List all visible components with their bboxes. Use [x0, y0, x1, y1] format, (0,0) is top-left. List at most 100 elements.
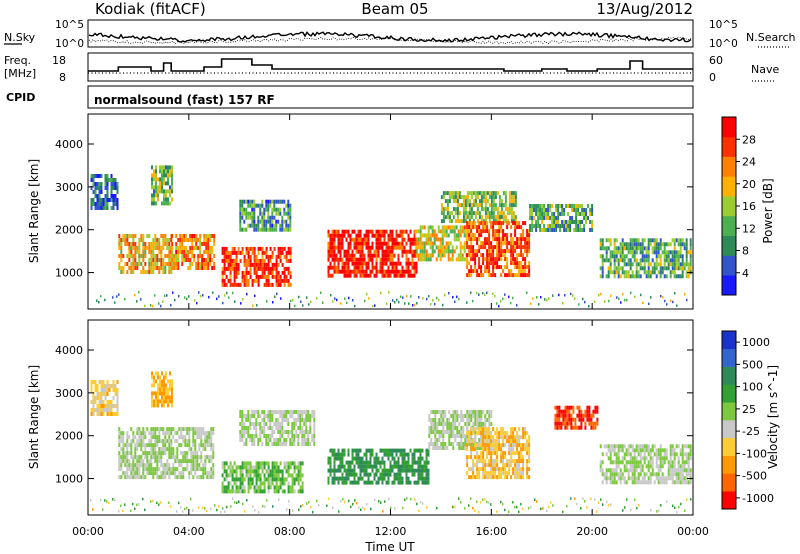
- echo-region: [554, 405, 599, 430]
- nave-label: Nave: [751, 63, 779, 76]
- echo-region: [118, 427, 215, 480]
- velocity-colorbar-label: Velocity [m s^-1]: [766, 365, 780, 469]
- echo-region: [466, 221, 531, 278]
- x-tick-label: 00:00: [72, 525, 104, 538]
- y-tick-label: 2000: [55, 430, 83, 443]
- beam-title: Beam 05: [361, 0, 428, 18]
- colorbar-tick-label: 16: [742, 200, 756, 213]
- nave-right-tick-top: 60: [709, 54, 723, 67]
- echo-region: [221, 246, 292, 287]
- echo-region: [239, 410, 316, 446]
- colorbar-swatch: [722, 455, 736, 474]
- x-tick-label: 08:00: [274, 525, 306, 538]
- echo-region: [151, 165, 173, 206]
- colorbar-tick-label: -25: [742, 425, 760, 438]
- freq-line: [88, 58, 693, 72]
- nave-right-tick-bottom: 0: [709, 71, 716, 84]
- colorbar-tick-label: -1000: [742, 492, 774, 505]
- noise-left-tick-top: 10^5: [55, 19, 84, 31]
- velocity-echoes: [90, 371, 692, 514]
- power-colorbar: 4 8 12 16 20 24 28 Power [dB]: [721, 116, 775, 296]
- noise-left-tick-bottom: 10^0: [55, 38, 84, 50]
- echo-region: [440, 191, 517, 224]
- echo-region: [151, 371, 173, 408]
- y-tick-label: 1000: [55, 473, 83, 486]
- echo-region: [466, 427, 531, 480]
- echo-region: [327, 229, 418, 278]
- y-tick-label: 1000: [55, 267, 83, 280]
- echo-region: [599, 444, 692, 485]
- colorbar-swatch: [722, 275, 736, 296]
- colorbar-swatch: [722, 156, 736, 177]
- echo-region: [221, 461, 304, 494]
- power-echoes: [90, 165, 692, 308]
- colorbar-swatch: [722, 331, 736, 350]
- y-tick-label: 3000: [55, 387, 83, 400]
- colorbar-swatch: [722, 348, 736, 367]
- power-colorbar-label: Power [dB]: [761, 178, 775, 243]
- echo-region: [599, 238, 692, 279]
- near-range-speckle: [90, 497, 692, 514]
- velocity-colorbar: 1000 500 100 25 -25 -100 -500 -1000 Velocity [m…: [721, 330, 780, 510]
- colorbar-tick-label: 100: [742, 381, 763, 394]
- echo-region: [529, 204, 594, 232]
- x-axis-label: Time UT: [364, 540, 415, 554]
- noise-right-tick-top: 10^5: [709, 19, 738, 31]
- noise-sky-line: [88, 31, 692, 43]
- colorbar-swatch: [722, 402, 736, 421]
- colorbar-swatch: [722, 117, 736, 138]
- echo-region: [90, 380, 119, 416]
- x-tick-label: 16:00: [475, 525, 507, 538]
- colorbar-swatch: [722, 437, 736, 456]
- freq-panel: Freq. [MHz] 18 8 60 0 Nave: [4, 52, 779, 84]
- power-axes: 1000 2000 3000 4000: [55, 114, 694, 309]
- x-tick-label: 20:00: [576, 525, 608, 538]
- station-title: Kodiak (fitACF): [95, 0, 206, 18]
- colorbar-tick-label: 20: [742, 178, 756, 191]
- x-tick-label: 00:00: [677, 525, 709, 538]
- colorbar-tick-label: 24: [742, 156, 756, 169]
- x-tick-label: 04:00: [173, 525, 205, 538]
- nsearch-label: N.Search: [746, 31, 796, 44]
- velocity-axes: 00:00 04:00 08:00 12:00 16:00 20:00 00:00 1000 2…: [55, 320, 709, 538]
- colorbar-tick-label: -500: [742, 470, 767, 483]
- cpid-label: CPID: [6, 91, 35, 104]
- echo-region: [415, 225, 468, 262]
- freq-left-tick-top: 18: [52, 54, 66, 67]
- echo-region: [118, 234, 173, 274]
- echo-region: [327, 448, 430, 485]
- colorbar-swatch: [722, 255, 736, 276]
- noise-right-tick-bottom: 10^0: [709, 38, 738, 50]
- colorbar-swatch: [722, 196, 736, 217]
- colorbar-swatch: [722, 136, 736, 157]
- freq-unit-label: [MHz]: [4, 67, 36, 80]
- colorbar-swatch: [722, 384, 736, 403]
- freq-label: Freq.: [4, 54, 31, 67]
- colorbar-swatch: [722, 491, 736, 510]
- colorbar-tick-label: 25: [742, 403, 756, 416]
- colorbar-swatch: [722, 235, 736, 256]
- colorbar-tick-label: 12: [742, 222, 756, 235]
- velocity-panel: 00:00 04:00 08:00 12:00 16:00 20:00 00:00 1000 2…: [27, 319, 709, 554]
- echo-region: [171, 234, 216, 270]
- nsky-label: N.Sky: [4, 31, 36, 44]
- noise-search-line: [88, 36, 692, 45]
- colorbar-tick-label: 8: [742, 245, 749, 258]
- freq-left-tick-bottom: 8: [59, 71, 66, 84]
- colorbar-swatch: [722, 420, 736, 439]
- x-tick-label: 12:00: [375, 525, 407, 538]
- colorbar-swatch: [722, 366, 736, 385]
- colorbar-swatch: [722, 176, 736, 197]
- near-range-speckle: [96, 291, 688, 308]
- y-tick-label: 2000: [55, 224, 83, 237]
- cpid-panel: CPID normalsound (fast) 157 RF: [6, 85, 694, 109]
- echo-region: [239, 199, 292, 232]
- colorbar-tick-label: 28: [742, 133, 756, 146]
- y-tick-label: 4000: [55, 138, 83, 151]
- power-ylabel: Slant Range [km]: [27, 159, 41, 263]
- echo-region: [90, 174, 119, 210]
- colorbar-swatch: [722, 215, 736, 236]
- y-tick-label: 3000: [55, 181, 83, 194]
- power-panel: 1000 2000 3000 4000 Slant Range [km]: [27, 113, 694, 310]
